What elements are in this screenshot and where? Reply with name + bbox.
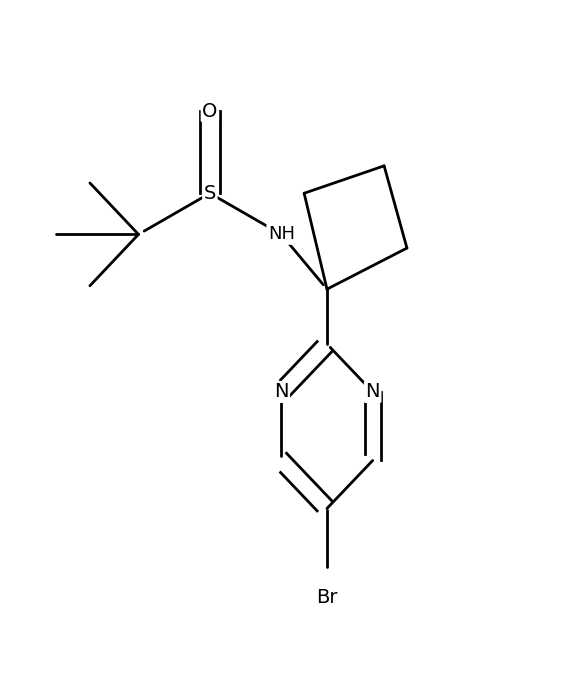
Text: NH: NH <box>268 226 295 244</box>
Text: S: S <box>204 184 216 203</box>
Text: N: N <box>366 383 380 402</box>
Text: N: N <box>274 383 289 402</box>
Text: Br: Br <box>316 588 338 607</box>
Text: O: O <box>202 102 218 120</box>
